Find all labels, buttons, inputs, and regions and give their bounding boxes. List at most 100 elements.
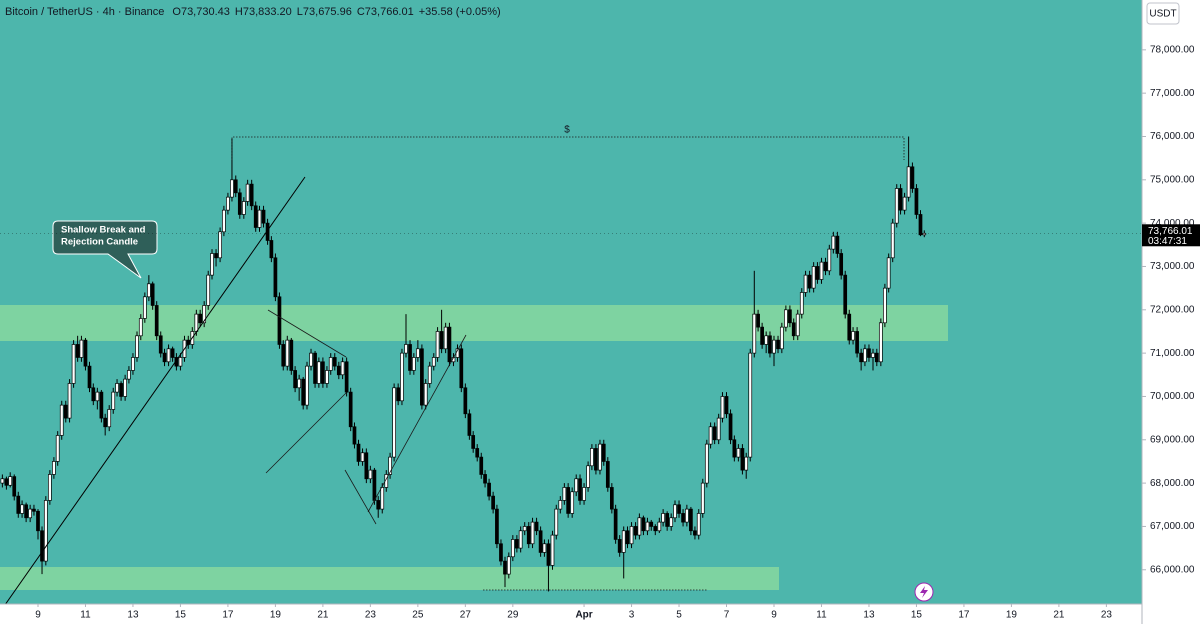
candle-body bbox=[574, 478, 579, 493]
y-tick-label: 77,000.00 bbox=[1150, 88, 1195, 99]
candle-body bbox=[613, 508, 618, 540]
x-tick-label: 13 bbox=[863, 610, 875, 621]
candle-body bbox=[784, 309, 788, 328]
candle-body bbox=[712, 426, 717, 441]
candle-body bbox=[760, 326, 764, 345]
candle-body bbox=[518, 530, 523, 549]
candle-body bbox=[554, 508, 559, 536]
candle-body bbox=[356, 443, 361, 462]
candle-body bbox=[799, 292, 804, 315]
y-tick-label: 67,000.00 bbox=[1150, 521, 1195, 532]
x-tick-label: 15 bbox=[175, 610, 187, 621]
candle-body bbox=[890, 222, 895, 259]
candle-body bbox=[696, 513, 701, 536]
header-text: H73,833.20 bbox=[235, 6, 292, 18]
x-tick-label: 19 bbox=[270, 610, 282, 621]
currency-button[interactable] bbox=[1146, 2, 1180, 25]
candle-body bbox=[241, 201, 246, 215]
candle-body bbox=[562, 487, 567, 501]
candle-body bbox=[305, 365, 309, 406]
candle-body bbox=[503, 560, 507, 575]
candle-body bbox=[226, 196, 230, 211]
x-tick-label: 9 bbox=[771, 610, 777, 621]
candle-body bbox=[681, 513, 685, 523]
candle-body bbox=[700, 482, 705, 514]
candle-body bbox=[147, 283, 151, 298]
candle-body bbox=[601, 443, 606, 462]
x-tick-label: 15 bbox=[911, 610, 923, 621]
candle-body bbox=[423, 383, 428, 406]
events-icon-bolt bbox=[920, 586, 928, 598]
candle-body bbox=[744, 456, 749, 471]
candle-body bbox=[538, 530, 543, 553]
candle-body bbox=[427, 365, 432, 384]
candle-body bbox=[55, 435, 60, 462]
candle-body bbox=[32, 508, 36, 512]
candle-body bbox=[693, 530, 697, 536]
x-tick-label: 13 bbox=[127, 610, 139, 621]
y-tick-label: 78,000.00 bbox=[1150, 44, 1195, 55]
candle-body bbox=[776, 339, 780, 350]
candle-body bbox=[803, 274, 808, 293]
candle-body bbox=[867, 348, 871, 358]
candle-body bbox=[898, 188, 903, 211]
y-tick-label: 68,000.00 bbox=[1150, 478, 1195, 489]
candle-body bbox=[107, 409, 112, 428]
candle-body bbox=[752, 313, 757, 354]
candle-body bbox=[186, 339, 191, 345]
candle-body bbox=[289, 339, 294, 371]
candle-body bbox=[293, 370, 297, 389]
candle-body bbox=[24, 504, 28, 519]
candle-body bbox=[154, 305, 159, 337]
candle-body bbox=[95, 391, 100, 402]
candle-body bbox=[364, 452, 369, 480]
candles bbox=[0, 136, 927, 592]
candle-body bbox=[570, 491, 575, 514]
header-text: +35.58 (+0.05%) bbox=[419, 6, 501, 18]
candle-body bbox=[499, 543, 503, 562]
candle-body bbox=[475, 448, 480, 458]
candle-body bbox=[142, 296, 147, 319]
candle-body bbox=[621, 530, 626, 553]
candle-body bbox=[79, 339, 84, 358]
x-tick-label: 17 bbox=[958, 610, 970, 621]
candle-body bbox=[791, 322, 796, 337]
candle-body bbox=[119, 383, 123, 397]
candle-body bbox=[281, 344, 286, 367]
candle-body bbox=[566, 487, 571, 514]
x-tick-label: 7 bbox=[724, 610, 730, 621]
currency-label[interactable]: USDT bbox=[1149, 9, 1176, 20]
candle-body bbox=[506, 556, 511, 575]
candle-body bbox=[325, 370, 329, 384]
y-tick-label: 66,000.00 bbox=[1150, 564, 1195, 575]
candle-body bbox=[83, 339, 88, 367]
candle-body bbox=[411, 357, 416, 371]
candle-body bbox=[831, 235, 836, 250]
candle-body bbox=[273, 257, 278, 298]
candle-body bbox=[328, 357, 333, 371]
candle-body bbox=[720, 396, 725, 419]
candle-body bbox=[166, 348, 171, 363]
candle-body bbox=[87, 365, 92, 389]
y-tick-label: 74,000.00 bbox=[1150, 218, 1195, 229]
price-tag-timer: 03:47:31 bbox=[1148, 236, 1187, 247]
candle-body bbox=[261, 209, 266, 224]
candle-body bbox=[779, 326, 784, 350]
candle-body bbox=[661, 513, 665, 523]
support-zone bbox=[0, 567, 779, 590]
candle-body bbox=[704, 443, 709, 484]
header-text: O73,730.43 bbox=[172, 6, 230, 18]
candle-body bbox=[309, 352, 313, 367]
candle-body bbox=[689, 508, 693, 532]
candle-body bbox=[249, 183, 254, 207]
candle-body bbox=[522, 526, 527, 532]
candle-body bbox=[590, 448, 594, 467]
candle-body bbox=[910, 166, 915, 189]
candle-body bbox=[368, 469, 373, 480]
y-tick-label: 73,000.00 bbox=[1150, 261, 1195, 272]
candle-body bbox=[582, 487, 586, 501]
candle-body bbox=[439, 331, 444, 350]
candle-body bbox=[123, 378, 127, 397]
candle-body bbox=[673, 504, 677, 519]
